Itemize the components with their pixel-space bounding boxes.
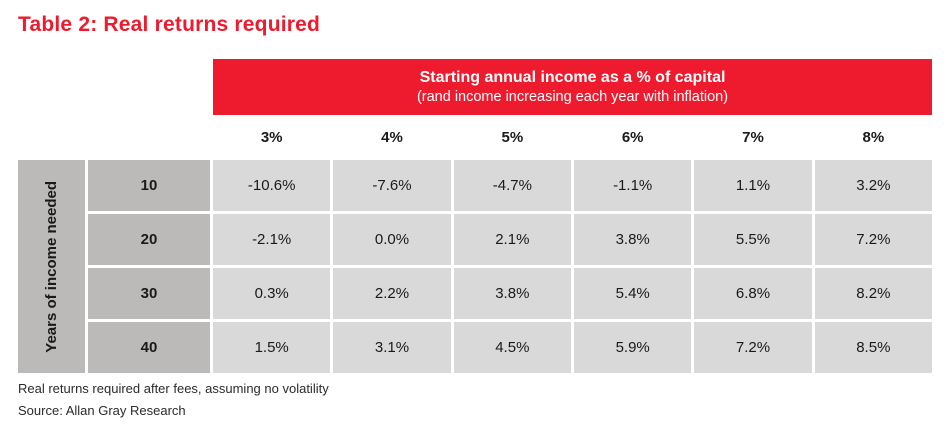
table-cell: 1.5% xyxy=(213,322,331,373)
table-cell: 0.0% xyxy=(333,214,451,265)
column-header-6pct: 6% xyxy=(574,118,692,157)
footnotes: Real returns required after fees, assumi… xyxy=(18,381,950,419)
column-header-7pct: 7% xyxy=(694,118,812,157)
row-axis-label-cell: Years of income needed xyxy=(18,160,85,373)
table-top-left-spacer xyxy=(18,59,210,157)
row-header-10: 10 xyxy=(88,160,210,211)
row-header-40: 40 xyxy=(88,322,210,373)
table-cell: 3.1% xyxy=(333,322,451,373)
table-cell: 6.8% xyxy=(694,268,812,319)
source-text: Source: Allan Gray Research xyxy=(18,402,186,418)
table-cell: 3.8% xyxy=(453,268,571,319)
row-axis-label: Years of income needed xyxy=(43,180,60,353)
table-cell: 5.4% xyxy=(574,268,692,319)
table-cell: 3.8% xyxy=(574,214,692,265)
column-group-header-title: Starting annual income as a % of capital xyxy=(419,68,726,86)
table-cell: -1.1% xyxy=(574,160,692,211)
column-header-4pct: 4% xyxy=(333,118,451,157)
column-header-3pct: 3% xyxy=(213,118,331,157)
table-cell: 5.9% xyxy=(574,322,692,373)
table-cell: 1.1% xyxy=(694,160,812,211)
table-cell: -7.6% xyxy=(333,160,451,211)
table-cell: -10.6% xyxy=(213,160,331,211)
row-header-20: 20 xyxy=(88,214,210,265)
table-title: Table 2: Real returns required xyxy=(18,13,321,36)
page: Table 2: Real returns required Starting … xyxy=(0,13,950,425)
real-returns-table: Starting annual income as a % of capital… xyxy=(18,59,932,373)
table-cell: 7.2% xyxy=(814,214,932,265)
row-header-30: 30 xyxy=(88,268,210,319)
table-cell: 3.2% xyxy=(814,160,932,211)
table-cell: -4.7% xyxy=(453,160,571,211)
table-cell: 0.3% xyxy=(213,268,331,319)
column-header-5pct: 5% xyxy=(453,118,571,157)
footnote-text: Real returns required after fees, assumi… xyxy=(18,381,329,396)
table-cell: 8.5% xyxy=(814,322,932,373)
table-cell: 4.5% xyxy=(453,322,571,373)
table-cell: 2.2% xyxy=(333,268,451,319)
table-cell: 8.2% xyxy=(814,268,932,319)
column-group-header-subtitle: (rand income increasing each year with i… xyxy=(416,88,729,105)
column-header-8pct: 8% xyxy=(814,118,932,157)
table-cell: 2.1% xyxy=(453,214,571,265)
column-group-header: Starting annual income as a % of capital… xyxy=(213,59,932,115)
table-cell: 7.2% xyxy=(694,322,812,373)
table-cell: -2.1% xyxy=(213,214,331,265)
table-cell: 5.5% xyxy=(694,214,812,265)
